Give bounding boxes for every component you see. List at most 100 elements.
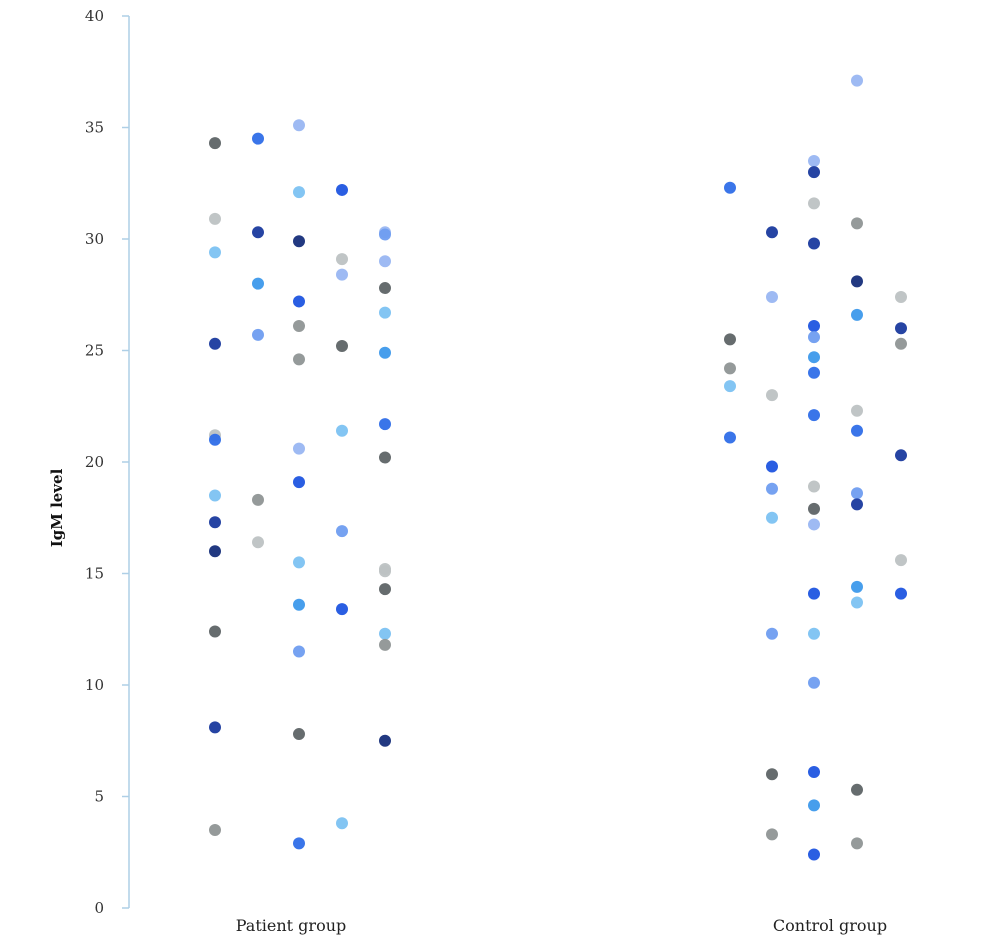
data-point bbox=[293, 645, 305, 658]
data-point bbox=[336, 817, 348, 830]
data-point bbox=[252, 328, 264, 341]
data-point bbox=[293, 119, 305, 132]
data-point bbox=[724, 362, 736, 375]
data-point bbox=[851, 596, 863, 609]
data-point bbox=[336, 253, 348, 266]
data-point bbox=[851, 783, 863, 796]
data-point bbox=[336, 603, 348, 616]
y-tick-label: 5 bbox=[94, 788, 104, 806]
data-point bbox=[808, 587, 820, 600]
data-point bbox=[808, 848, 820, 861]
data-point bbox=[851, 498, 863, 511]
data-point bbox=[336, 183, 348, 196]
data-point bbox=[379, 583, 391, 596]
data-point bbox=[379, 282, 391, 295]
data-point bbox=[808, 765, 820, 778]
data-point bbox=[379, 734, 391, 747]
data-point bbox=[209, 212, 221, 225]
data-point bbox=[379, 228, 391, 241]
data-point bbox=[851, 580, 863, 593]
data-point bbox=[209, 337, 221, 350]
data-point bbox=[724, 380, 736, 393]
data-point bbox=[252, 493, 264, 506]
data-point bbox=[808, 799, 820, 812]
data-point bbox=[209, 625, 221, 638]
data-point bbox=[808, 351, 820, 364]
data-point bbox=[252, 277, 264, 290]
data-point bbox=[724, 333, 736, 346]
data-point bbox=[808, 331, 820, 344]
data-point bbox=[379, 627, 391, 640]
data-point bbox=[209, 516, 221, 529]
data-point bbox=[766, 828, 778, 841]
y-tick-label: 35 bbox=[85, 119, 104, 137]
data-point bbox=[293, 556, 305, 569]
x-category-label: Control group bbox=[773, 916, 887, 935]
data-point bbox=[252, 536, 264, 549]
data-point bbox=[209, 246, 221, 259]
data-point bbox=[851, 275, 863, 288]
data-point bbox=[895, 337, 907, 350]
data-point bbox=[808, 518, 820, 531]
data-point bbox=[336, 424, 348, 437]
data-point bbox=[379, 418, 391, 431]
data-point bbox=[724, 431, 736, 444]
data-point bbox=[724, 181, 736, 194]
x-category-label: Patient group bbox=[236, 916, 347, 935]
data-point bbox=[851, 404, 863, 417]
data-point bbox=[209, 545, 221, 558]
data-point bbox=[293, 186, 305, 199]
y-ticks: 0 5 10 15 20 25 30 35 40 bbox=[85, 7, 129, 917]
data-point bbox=[379, 638, 391, 651]
data-point bbox=[209, 137, 221, 150]
data-point bbox=[209, 721, 221, 734]
data-point bbox=[293, 353, 305, 366]
y-tick-label: 20 bbox=[85, 453, 104, 471]
data-point bbox=[766, 768, 778, 781]
data-point bbox=[293, 728, 305, 741]
data-point bbox=[252, 132, 264, 145]
data-point bbox=[766, 511, 778, 524]
data-point bbox=[808, 480, 820, 493]
data-point bbox=[895, 587, 907, 600]
data-point bbox=[808, 154, 820, 167]
data-point bbox=[895, 449, 907, 462]
y-tick-label: 30 bbox=[85, 230, 104, 248]
data-point bbox=[808, 319, 820, 332]
data-point bbox=[766, 226, 778, 239]
data-point bbox=[851, 487, 863, 500]
data-point bbox=[851, 74, 863, 87]
y-tick-label: 0 bbox=[94, 899, 104, 917]
data-point bbox=[808, 237, 820, 250]
data-point bbox=[766, 290, 778, 303]
data-point bbox=[209, 433, 221, 446]
data-point bbox=[766, 627, 778, 640]
data-point bbox=[336, 268, 348, 281]
data-point bbox=[293, 319, 305, 332]
data-point bbox=[293, 598, 305, 611]
data-point bbox=[766, 460, 778, 473]
data-point bbox=[336, 525, 348, 538]
data-point bbox=[808, 676, 820, 689]
y-tick-label: 40 bbox=[85, 7, 104, 25]
data-point bbox=[293, 235, 305, 248]
data-point bbox=[766, 482, 778, 495]
data-point bbox=[209, 489, 221, 502]
data-point bbox=[851, 217, 863, 230]
data-point bbox=[293, 476, 305, 489]
data-point bbox=[808, 366, 820, 379]
data-point bbox=[379, 451, 391, 464]
data-point bbox=[379, 565, 391, 578]
data-point bbox=[851, 424, 863, 437]
data-point bbox=[379, 346, 391, 359]
data-point bbox=[379, 306, 391, 319]
data-point bbox=[379, 255, 391, 268]
y-tick-label: 15 bbox=[85, 565, 104, 583]
x-category-labels: Patient group Control group bbox=[236, 916, 887, 935]
data-points bbox=[209, 74, 907, 861]
data-point bbox=[336, 340, 348, 353]
data-point bbox=[209, 823, 221, 836]
data-point bbox=[293, 837, 305, 850]
data-point bbox=[293, 442, 305, 455]
